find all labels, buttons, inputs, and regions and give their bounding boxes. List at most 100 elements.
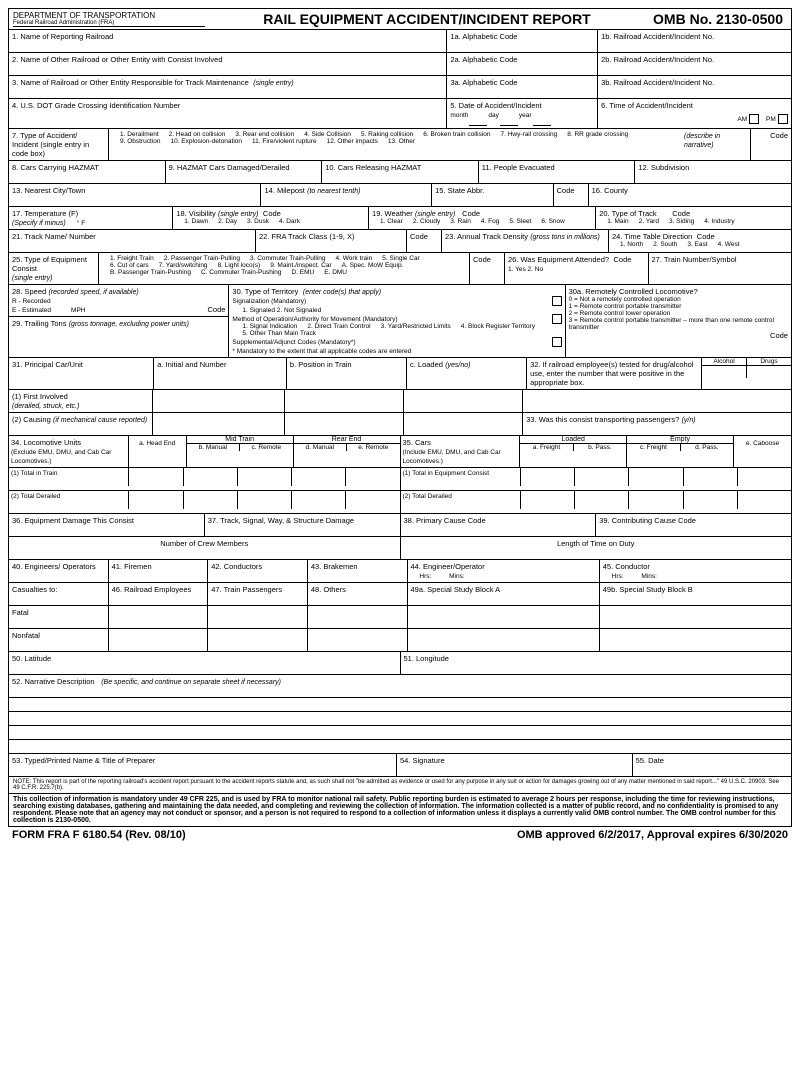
field-8[interactable]: 8. Cars Carrying HAZMAT [9, 161, 166, 183]
field-37[interactable]: 37. Track, Signal, Way, & Structure Dama… [205, 514, 401, 536]
field-3b[interactable]: 3b. Railroad Accident/Incident No. [598, 76, 791, 98]
casualties-label: Casualties to: [9, 583, 109, 605]
field-31a-r2[interactable] [153, 413, 285, 435]
narrative-line[interactable] [9, 740, 791, 754]
field-31-r2: (2) Causing (if mechanical cause reporte… [9, 413, 153, 435]
field-16[interactable]: 16. County [589, 184, 791, 206]
field-28-29: 28. Speed (recorded speed, if available)… [9, 285, 229, 357]
field-31-r1: (1) First Involved(derailed, struck, etc… [9, 390, 153, 412]
field-31c-hdr: c. Loaded (yes/no) [407, 358, 527, 389]
narrative-line[interactable] [9, 698, 791, 712]
field-46-hdr: 46. Railroad Employees [109, 583, 209, 605]
duty-header: Length of Time on Duty [401, 537, 792, 559]
field-15-code[interactable]: Code [554, 184, 589, 206]
field-55[interactable]: 55. Date [633, 754, 791, 776]
field-51[interactable]: 51. Longitude [401, 652, 792, 674]
form-title: RAIL EQUIPMENT ACCIDENT/INCIDENT REPORT [209, 9, 645, 29]
field-14[interactable]: 14. Milepost (to nearest tenth) [261, 184, 432, 206]
field-2b[interactable]: 2b. Railroad Accident/Incident No. [598, 53, 791, 75]
field-10[interactable]: 10. Cars Releasing HAZMAT [322, 161, 479, 183]
field-32[interactable]: 32. If railroad employee(s) tested for d… [527, 358, 791, 389]
field-7-code[interactable]: Code [751, 129, 791, 160]
field-21[interactable]: 21. Track Name/ Number [9, 230, 256, 252]
field-2a[interactable]: 2a. Alphabetic Code [447, 53, 598, 75]
field-3[interactable]: 3. Name of Railroad or Other Entity Resp… [9, 76, 447, 98]
field-36[interactable]: 36. Equipment Damage This Consist [9, 514, 205, 536]
field-30a[interactable]: 30a. Remotely Controlled Locomotive?0 = … [566, 285, 791, 357]
dept-label: DEPARTMENT OF TRANSPORTATION [13, 11, 205, 20]
field-27[interactable]: 27. Train Number/Symbol [649, 253, 792, 284]
field-12[interactable]: 12. Subdivision [635, 161, 791, 183]
field-23[interactable]: 23. Annual Track Density (gross tons in … [442, 230, 609, 252]
field-45[interactable]: 45. Conductor Hrs: Mins: [600, 560, 791, 582]
field-25-opts: 1. Freight Train2. Passenger Train-Pulli… [99, 253, 470, 284]
field-49b[interactable]: 49b. Special Study Block B [600, 583, 791, 605]
field-17[interactable]: 17. Temperature (F)(Specify if minus) ° … [9, 207, 173, 229]
field-53[interactable]: 53. Typed/Printed Name & Title of Prepar… [9, 754, 397, 776]
field-24[interactable]: 24. Time Table Direction Code1. North2. … [609, 230, 791, 252]
field-25-code[interactable]: Code [470, 253, 505, 284]
field-52: 52. Narrative Description (Be specific, … [9, 675, 791, 697]
field-3a[interactable]: 3a. Alphabetic Code [447, 76, 598, 98]
disclosure: This collection of information is mandat… [9, 794, 791, 826]
form-header: DEPARTMENT OF TRANSPORTATIONFederal Rail… [9, 9, 791, 30]
field-26[interactable]: 26. Was Equipment Attended? Code1. Yes 2… [505, 253, 649, 284]
field-11[interactable]: 11. People Evacuated [479, 161, 636, 183]
field-31c-r1[interactable] [404, 390, 523, 412]
narrative-line[interactable] [9, 726, 791, 740]
crew-header: Number of Crew Members [9, 537, 401, 559]
field-31b-r1[interactable] [285, 390, 404, 412]
field-43[interactable]: 43. Brakemen [308, 560, 408, 582]
nonfatal-label: Nonfatal [9, 629, 109, 651]
legal-note: NOTE: This report is part of the reporti… [9, 777, 791, 794]
field-40[interactable]: 40. Engineers/ Operators [9, 560, 109, 582]
field-31a-hdr: a. Initial and Number [154, 358, 287, 389]
field-22[interactable]: 22. FRA Track Class (1-9, X) [256, 230, 407, 252]
field-50[interactable]: 50. Latitude [9, 652, 401, 674]
field-1[interactable]: 1. Name of Reporting Railroad [9, 30, 447, 52]
field-49a[interactable]: 49a. Special Study Block A [408, 583, 600, 605]
field-29[interactable]: 29. Trailing Tons (gross tonnage, exclud… [9, 317, 228, 330]
field-31b-hdr: b. Position in Train [287, 358, 407, 389]
field-25-label: 25. Type of Equipment Consist(single ent… [9, 253, 99, 284]
field-5[interactable]: 5. Date of Accident/Incidentmonthdayyear [447, 99, 598, 128]
field-1a[interactable]: 1a. Alphabetic Code [447, 30, 598, 52]
form-container: DEPARTMENT OF TRANSPORTATIONFederal Rail… [8, 8, 792, 827]
dept-sub: Federal Railroad Administration (FRA) [13, 20, 205, 27]
field-47-hdr: 47. Train Passengers [208, 583, 308, 605]
field-15[interactable]: 15. State Abbr. [432, 184, 554, 206]
narrative-line[interactable] [9, 712, 791, 726]
field-31a-r1[interactable] [153, 390, 285, 412]
field-42[interactable]: 42. Conductors [208, 560, 308, 582]
field-1b[interactable]: 1b. Railroad Accident/Incident No. [598, 30, 791, 52]
field-28[interactable]: 28. Speed (recorded speed, if available)… [9, 285, 228, 317]
field-7-desc: (describe in narrative) [681, 129, 751, 160]
field-19[interactable]: 19. Weather (single entry) Code1. Clear2… [369, 207, 596, 229]
field-38[interactable]: 38. Primary Cause Code [401, 514, 597, 536]
field-7-label: 7. Type of Accident/ Incident (single en… [9, 129, 109, 160]
fatal-label: Fatal [9, 606, 109, 628]
omb-approval: OMB approved 6/2/2017, Approval expires … [517, 829, 788, 841]
field-33[interactable]: 33. Was this consist transporting passen… [523, 413, 791, 435]
field-39[interactable]: 39. Contributing Cause Code [596, 514, 791, 536]
field-30[interactable]: 30. Type of Territory (enter code(s) tha… [229, 285, 565, 357]
field-2[interactable]: 2. Name of Other Railroad or Other Entit… [9, 53, 447, 75]
form-footer: FORM FRA F 6180.54 (Rev. 08/10) OMB appr… [8, 827, 792, 843]
field-9[interactable]: 9. HAZMAT Cars Damaged/Derailed [166, 161, 323, 183]
field-31b-r2[interactable] [285, 413, 404, 435]
field-41[interactable]: 41. Firemen [109, 560, 209, 582]
field-4[interactable]: 4. U.S. DOT Grade Crossing Identificatio… [9, 99, 447, 128]
field-13[interactable]: 13. Nearest City/Town [9, 184, 261, 206]
field-31c-r2[interactable] [404, 413, 523, 435]
omb-number: OMB No. 2130-0500 [645, 9, 791, 29]
field-7-opts: 1. Derailment2. Head on collision3. Rear… [109, 129, 681, 160]
field-48-hdr: 48. Others [308, 583, 408, 605]
field-54[interactable]: 54. Signature [397, 754, 633, 776]
form-number: FORM FRA F 6180.54 (Rev. 08/10) [12, 829, 186, 841]
field-44[interactable]: 44. Engineer/Operator Hrs: Mins: [408, 560, 600, 582]
field-18[interactable]: 18. Visibility (single entry) Code1. Daw… [173, 207, 369, 229]
field-20[interactable]: 20. Type of Track Code1. Main2. Yard3. S… [596, 207, 791, 229]
field-6[interactable]: 6. Time of Accident/IncidentAM PM [598, 99, 791, 128]
field-22-code[interactable]: Code [407, 230, 442, 252]
field-31-label: 31. Principal Car/Unit [9, 358, 154, 389]
